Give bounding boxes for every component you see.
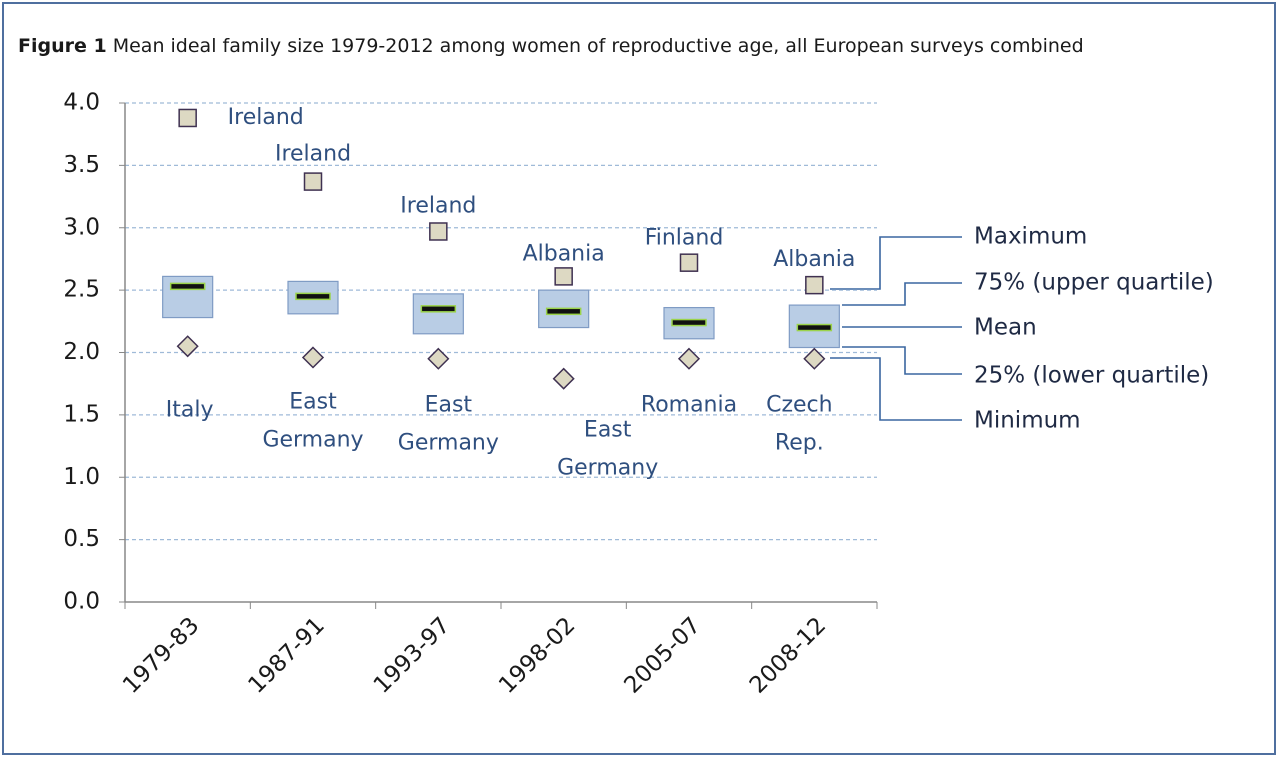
min-marker: [176, 335, 199, 358]
max-marker: [679, 253, 699, 272]
max-marker: [805, 275, 824, 295]
max-marker: [554, 267, 573, 286]
y-tick-label: 2.5: [63, 277, 100, 303]
y-tick-label: 4.0: [63, 90, 100, 116]
chart-title: Mean ideal family size 1979-2012 among w…: [113, 35, 1084, 57]
min-country-label: East: [584, 418, 632, 443]
min-country-label: Czech: [766, 393, 832, 418]
min-country-label: Germany: [557, 456, 658, 481]
legend-label: 25% (lower quartile): [974, 363, 1209, 389]
min-country-label: Italy: [166, 397, 214, 422]
min-country-label: East: [289, 389, 337, 414]
mean-bar: [545, 307, 582, 316]
min-country-label: Germany: [398, 431, 499, 456]
mean-bar: [295, 292, 331, 301]
y-tick-label: 0.5: [63, 526, 100, 552]
legend-label: Minimum: [974, 408, 1081, 434]
max-country-label: Ireland: [400, 193, 476, 218]
box: [162, 275, 214, 319]
max-country-label: Ireland: [275, 142, 351, 167]
min-marker: [552, 367, 575, 390]
mean-bar: [420, 305, 457, 313]
legend-connectors: [830, 236, 962, 421]
box: [412, 293, 464, 335]
connector: [842, 282, 962, 306]
mean-bar: [671, 318, 707, 327]
caption: Figure 1 Mean ideal family size 1979-2012…: [18, 35, 1084, 57]
mean-bar: [796, 323, 833, 332]
max-marker: [178, 108, 197, 128]
min-marker: [301, 346, 325, 369]
connector: [842, 346, 962, 375]
min-country-label: East: [425, 393, 473, 418]
y-tick-label: 0.0: [63, 589, 100, 615]
max-country-label: Albania: [523, 241, 605, 266]
max-country-label: Finland: [645, 226, 724, 251]
max-country-label: Ireland: [228, 105, 304, 130]
caption-label: Figure 1: [18, 35, 107, 57]
min-country-label: Romania: [641, 393, 737, 418]
y-tick-label: 1.0: [63, 464, 100, 490]
legend-label: Mean: [974, 315, 1037, 341]
mean-bar: [169, 282, 206, 291]
y-tick-label: 1.5: [63, 401, 100, 427]
connector: [830, 357, 962, 421]
min-country-label: Germany: [262, 427, 363, 452]
max-marker: [429, 222, 448, 241]
min-marker: [803, 347, 826, 370]
y-tick-label: 3.5: [63, 152, 100, 178]
legend-label: Maximum: [974, 224, 1087, 250]
connector: [830, 236, 962, 290]
legend-label: 75% (upper quartile): [974, 270, 1214, 296]
min-marker: [677, 347, 701, 370]
y-tick-label: 2.0: [63, 339, 100, 365]
y-tick-label: 3.0: [63, 214, 100, 240]
max-country-label: Albania: [773, 247, 855, 272]
min-marker: [427, 347, 450, 370]
max-marker: [303, 172, 323, 191]
min-country-label: Rep.: [775, 431, 824, 456]
